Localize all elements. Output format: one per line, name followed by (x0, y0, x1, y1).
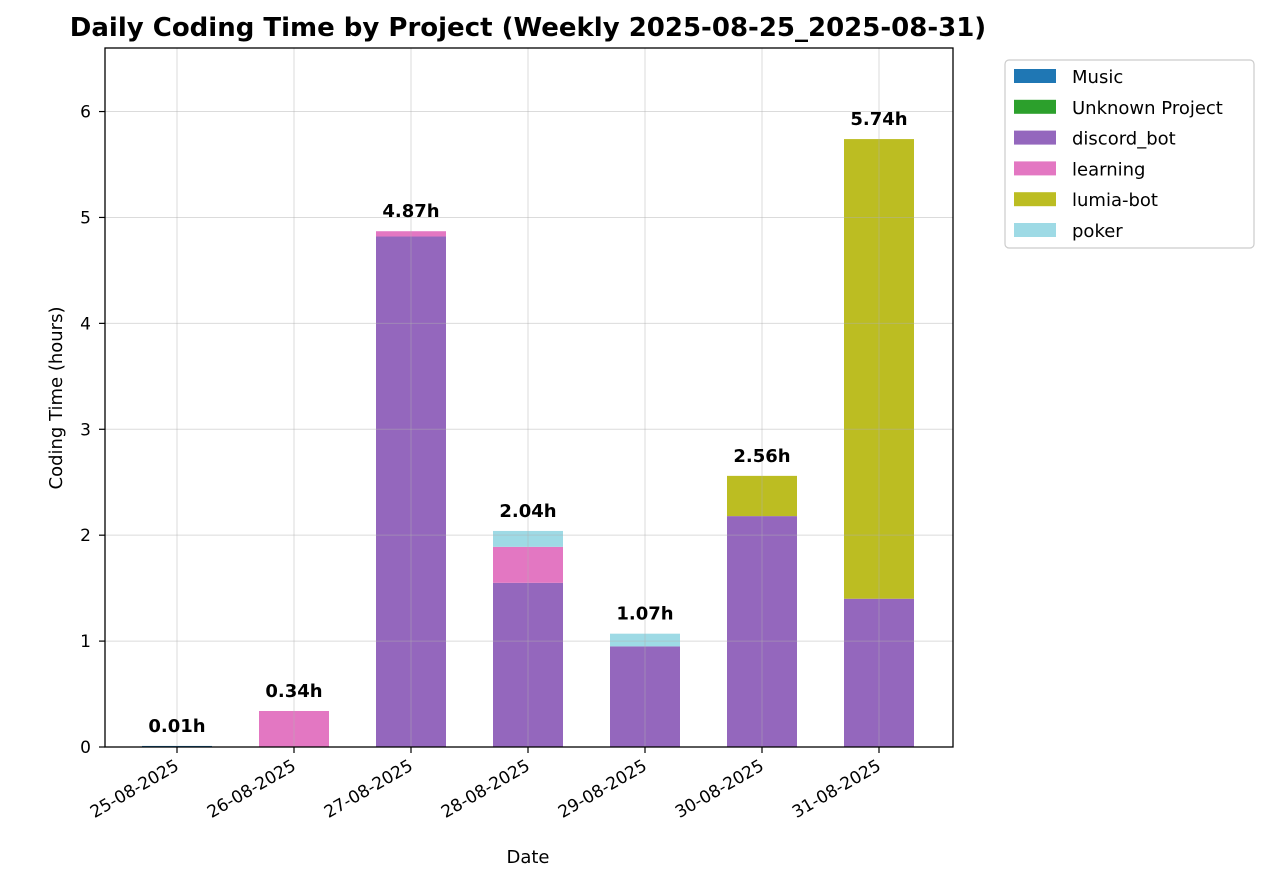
legend-label: Music (1072, 67, 1123, 88)
bar-total-label-25-08-2025: 0.01h (148, 716, 205, 737)
bar-segment-learning-26-08-2025 (259, 710, 329, 747)
x-tick-label-25-08-2025: 25-08-2025 (87, 756, 183, 823)
x-axis: 25-08-2025 26-08-2025 27-08-2025 28-08-2025… (87, 747, 885, 823)
bar-segment-poker-28-08-2025 (493, 530, 563, 547)
bar-total-label-31-08-2025: 5.74h (850, 109, 907, 130)
bar-total-label-27-08-2025: 4.87h (382, 201, 439, 222)
x-tick-label-28-08-2025: 28-08-2025 (438, 756, 534, 823)
y-tick-label: 0 (80, 738, 91, 758)
y-tick-label: 6 (80, 103, 91, 123)
legend-swatch-discord-bot (1014, 130, 1056, 145)
bar-segment-poker-29-08-2025 (610, 633, 680, 647)
y-tick-label: 3 (80, 420, 91, 440)
bar-segment-discord-bot-27-08-2025 (376, 236, 446, 747)
legend-label: discord_bot (1072, 129, 1176, 150)
legend-swatch-unknown-project (1014, 99, 1056, 114)
bar-total-label-30-08-2025: 2.56h (733, 446, 790, 467)
bar-total-label-26-08-2025: 0.34h (265, 681, 322, 702)
y-axis-label: Coding Time (hours) (46, 307, 67, 490)
bar-total-label-29-08-2025: 1.07h (616, 604, 673, 625)
x-tick-label-29-08-2025: 29-08-2025 (555, 756, 651, 823)
legend-swatch-music (1014, 69, 1056, 83)
legend-label: learning (1072, 159, 1145, 180)
y-tick-label: 2 (80, 526, 91, 546)
bar-total-label-28-08-2025: 2.04h (499, 501, 556, 522)
bar-segment-discord-bot-31-08-2025 (844, 598, 914, 747)
bar-segment-discord-bot-28-08-2025 (493, 582, 563, 747)
x-tick-label-26-08-2025: 26-08-2025 (204, 756, 300, 823)
y-tick-label: 5 (80, 208, 91, 228)
legend-label: lumia-bot (1072, 190, 1158, 211)
bar-segment-lumia-bot-31-08-2025 (844, 139, 914, 599)
legend-label: poker (1072, 221, 1123, 242)
y-tick-label: 4 (80, 314, 91, 334)
legend-swatch-lumia-bot (1014, 192, 1056, 207)
bar-segment-lumia-bot-30-08-2025 (727, 475, 797, 517)
legend-label: Unknown Project (1072, 98, 1223, 119)
total-labels: 0.01h 0.34h 4.87h 2.04h 1.07h 2.56h 5.74h (148, 109, 907, 737)
bar-segment-learning-28-08-2025 (493, 546, 563, 583)
bar-segment-discord-bot-29-08-2025 (610, 646, 680, 747)
plot-frame (104, 47, 954, 748)
x-axis-label: Date (506, 847, 549, 868)
x-tick-label-27-08-2025: 27-08-2025 (321, 756, 417, 823)
bar-segment-learning-27-08-2025 (376, 231, 446, 237)
bar-segment-discord-bot-30-08-2025 (727, 516, 797, 747)
x-tick-label-30-08-2025: 30-08-2025 (672, 756, 768, 823)
legend-swatch-learning (1014, 161, 1056, 176)
x-tick-label-31-08-2025: 31-08-2025 (789, 756, 885, 823)
y-tick-label: 1 (80, 632, 91, 652)
y-axis: 0 1 2 3 4 5 6 (80, 103, 105, 758)
chart-title: Daily Coding Time by Project (Weekly 202… (70, 13, 986, 43)
legend-frame (1004, 59, 1255, 249)
legend: Music Unknown Project discord_bot learning l… (1004, 59, 1255, 249)
legend-swatch-poker (1014, 223, 1056, 237)
bars (142, 139, 914, 747)
